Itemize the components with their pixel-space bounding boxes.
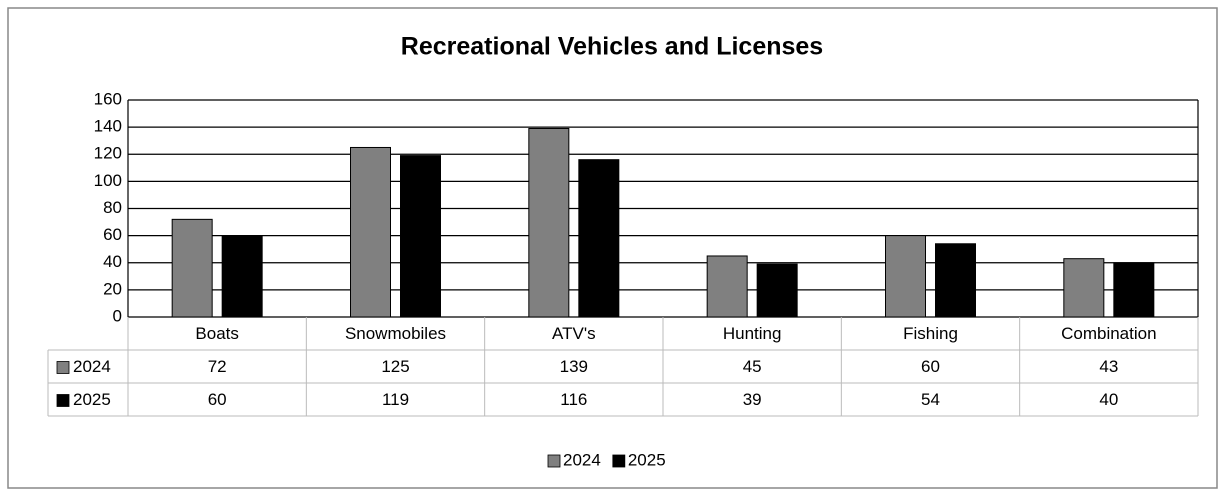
bar xyxy=(400,155,441,318)
bar xyxy=(528,127,570,318)
table-series-name: 2025 xyxy=(73,390,111,409)
x-tick-label: Snowmobiles xyxy=(345,324,446,343)
bar xyxy=(935,243,976,318)
table-value: 139 xyxy=(560,357,588,376)
bar xyxy=(350,146,391,318)
bar xyxy=(885,235,926,318)
legend-key xyxy=(547,454,561,468)
table-value: 54 xyxy=(921,390,940,409)
legend-key xyxy=(612,454,626,468)
table-value: 72 xyxy=(208,357,227,376)
table-value: 119 xyxy=(382,390,409,409)
bar xyxy=(578,159,620,318)
bar xyxy=(171,218,213,318)
y-tick-label: 100 xyxy=(94,171,122,190)
y-tick-label: 40 xyxy=(103,252,122,271)
table-legend-key xyxy=(56,361,70,374)
y-tick-label: 80 xyxy=(103,198,122,217)
y-tick-label: 60 xyxy=(103,225,122,244)
y-tick-label: 20 xyxy=(103,279,122,298)
x-tick-label: Fishing xyxy=(903,324,958,343)
table-value: 125 xyxy=(381,357,409,376)
table-series-name: 2024 xyxy=(73,357,111,376)
bar xyxy=(1113,262,1155,318)
x-tick-label: Hunting xyxy=(723,324,782,343)
table-value: 116 xyxy=(560,390,587,409)
table-value: 45 xyxy=(743,357,762,376)
bar xyxy=(756,263,798,318)
table-value: 43 xyxy=(1099,357,1118,376)
y-tick-label: 0 xyxy=(113,306,122,325)
x-tick-label: Combination xyxy=(1061,324,1156,343)
legend-label: 2025 xyxy=(628,450,666,469)
table-value: 39 xyxy=(743,390,762,409)
y-tick-label: 140 xyxy=(94,117,122,136)
y-tick-label: 160 xyxy=(94,89,122,108)
table-value: 60 xyxy=(921,357,940,376)
bar xyxy=(1063,258,1105,318)
x-tick-label: ATV's xyxy=(552,324,596,343)
table-value: 60 xyxy=(208,390,227,409)
table-value: 40 xyxy=(1099,390,1118,409)
x-tick-label: Boats xyxy=(195,324,238,343)
bar xyxy=(706,255,748,318)
legend-label: 2024 xyxy=(563,450,601,469)
bar xyxy=(221,235,263,318)
chart-title: Recreational Vehicles and Licenses xyxy=(401,33,823,61)
table-legend-key xyxy=(56,394,70,407)
y-tick-label: 120 xyxy=(94,144,122,163)
